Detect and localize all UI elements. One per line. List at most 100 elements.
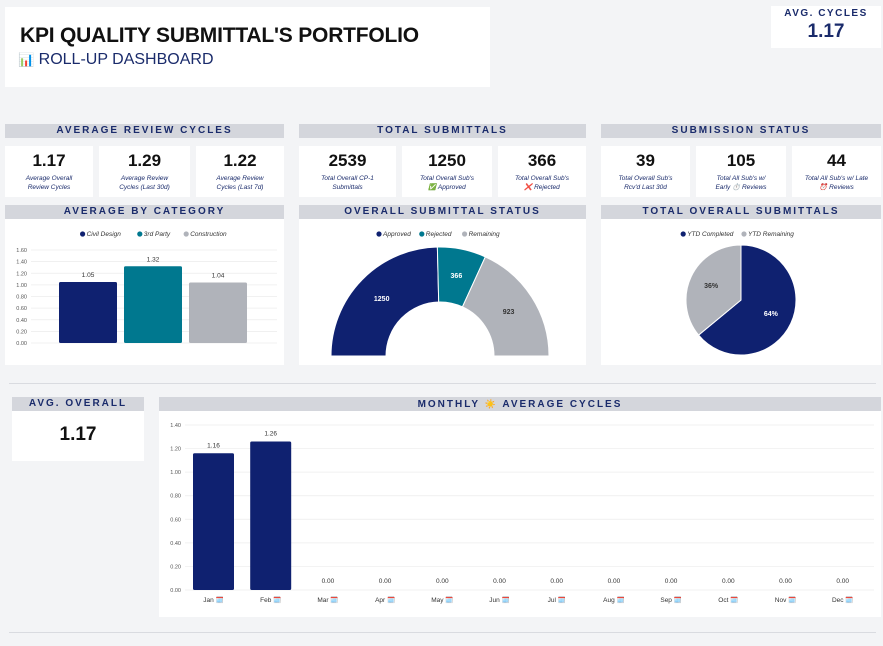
y-tick-label: 0.00 <box>16 341 27 347</box>
kpi-value: 1.17 <box>32 151 66 170</box>
y-tick-label: 1.40 <box>170 423 181 429</box>
slice-value-label: 1250 <box>374 296 390 303</box>
avg-cycles-value: 1.17 <box>807 21 845 42</box>
y-tick-label: 0.40 <box>16 318 27 324</box>
bar-value-label: 0.00 <box>722 578 735 585</box>
y-tick-label: 0.60 <box>170 517 181 523</box>
section-header-total-overall-submittals: TOTAL OVERALL SUBMITTALS <box>601 205 881 219</box>
slice-value-label: 366 <box>451 273 463 280</box>
x-tick-label: Mar 🗓️ <box>317 596 338 604</box>
y-tick-label: 1.00 <box>170 470 181 476</box>
monthly-chart: 1.40 1.20 1.00 0.80 0.60 0.40 0.20 0.00 1.16 Jan … <box>170 423 874 604</box>
legend-label: Civil Design <box>87 231 122 238</box>
bar-value-label: 1.16 <box>207 442 220 449</box>
avg-overall-value: 1.17 <box>59 424 97 445</box>
kpi-label: Total All Sub's w/Early ⏱️ Reviews <box>715 175 767 191</box>
bar-value-label: 0.00 <box>379 578 392 585</box>
y-tick-label: 1.20 <box>170 447 181 453</box>
x-tick-label: Feb 🗓️ <box>260 596 281 604</box>
legend-marker <box>376 231 382 237</box>
kpi-label: Total Overall Sub's Rcv'd Last 30d <box>618 175 673 191</box>
section-divider <box>9 383 876 384</box>
bar-value-label: 1.04 <box>212 273 225 280</box>
bar-chart-icon: 📊 <box>18 52 35 67</box>
y-tick-label: 0.60 <box>16 306 27 312</box>
kpi-label: Total Overall Sub's ❌ Rejected <box>514 175 570 191</box>
kpi-label: Average Review Cycles (Last 7d) <box>216 175 264 191</box>
sun-icon: ☀️ <box>484 399 498 409</box>
kpi-value: 366 <box>527 151 557 170</box>
y-tick-label: 1.60 <box>16 248 27 254</box>
legend-label: 3rd Party <box>144 231 171 238</box>
bar-value-label: 1.26 <box>264 431 277 438</box>
donut-slice <box>330 246 440 357</box>
slice-value-label: 64% <box>764 311 779 318</box>
page-subtitle: 📊 ROLL-UP DASHBOARD <box>18 51 214 69</box>
y-tick-label: 1.40 <box>16 260 27 266</box>
pie-slice <box>697 244 797 356</box>
kpi-card-rcvd-30d: 39 Total Overall Sub's Rcv'd Last 30d <box>601 146 690 197</box>
legend-marker <box>137 231 143 237</box>
avg-by-category-chart: Civil Design 3rd Party Construction 1.60 1.4… <box>16 231 277 347</box>
y-tick-label: 0.20 <box>170 564 181 570</box>
y-tick-label: 0.00 <box>170 588 181 594</box>
y-tick-label: 0.80 <box>170 494 181 500</box>
kpi-card-avg-overall-review: 1.17 Average Overall Review Cycles <box>5 146 93 197</box>
x-tick-label: Jul 🗓️ <box>548 596 566 604</box>
bar-value-label: 0.00 <box>493 578 506 585</box>
kpi-value: 105 <box>726 151 756 170</box>
kpi-value: 1.29 <box>127 151 162 170</box>
kpi-label: Total Overall Sub's ✅ Approved <box>419 175 475 191</box>
total-overall-chart: YTD Completed YTD Remaining 64% 36% <box>680 231 797 356</box>
kpi-label: Average Review Cycles (Last 30d) <box>119 175 170 191</box>
avg-cycles-card: AVG. CYCLES 1.17 <box>771 6 881 48</box>
section-header-overall-submittal-status: OVERALL SUBMITTAL STATUS <box>299 205 586 219</box>
kpi-value: 39 <box>636 151 655 170</box>
avg-cycles-label: AVG. CYCLES <box>784 8 868 19</box>
bar <box>250 441 292 590</box>
bar-value-label: 0.00 <box>550 578 563 585</box>
x-tick-label: Aug 🗓️ <box>603 596 624 604</box>
total-overall-chart-card: YTD Completed YTD Remaining 64% 36% <box>601 219 881 365</box>
legend-label: Construction <box>190 231 227 238</box>
y-tick-label: 0.80 <box>16 295 27 301</box>
kpi-card-early-reviews: 105 Total All Sub's w/Early ⏱️ Reviews <box>696 146 786 197</box>
bar-value-label: 0.00 <box>665 578 678 585</box>
bar <box>189 282 247 343</box>
y-tick-label: 1.00 <box>16 283 27 289</box>
legend-label: YTD Remaining <box>748 231 794 238</box>
x-tick-label: Sep 🗓️ <box>660 596 681 604</box>
bar-value-label: 0.00 <box>779 578 792 585</box>
avg-overall-card: 1.17 <box>12 411 144 461</box>
kpi-card-late-reviews: 44 Total All Sub's w/ Late ⏰ Reviews <box>792 146 881 197</box>
legend-marker <box>680 231 686 237</box>
bar-value-label: 0.00 <box>322 578 335 585</box>
section-header-total-submittals: TOTAL SUBMITTALS <box>299 124 586 138</box>
bar-value-label: 1.05 <box>82 272 95 279</box>
kpi-value: 1250 <box>428 151 466 170</box>
section-header-average-review-cycles: AVERAGE REVIEW CYCLES <box>5 124 284 138</box>
donut-slice <box>461 256 550 357</box>
section-header-avg-overall: AVG. OVERALL <box>12 397 144 411</box>
kpi-value: 2539 <box>328 151 367 170</box>
bar-value-label: 0.00 <box>836 578 849 585</box>
page-title: KPI QUALITY SUBMITTAL'S PORTFOLIO <box>20 24 419 47</box>
legend-marker <box>462 231 468 237</box>
title-card <box>5 7 490 87</box>
legend-label: YTD Completed <box>687 231 734 238</box>
bar-value-label: 1.32 <box>147 256 160 263</box>
legend-marker <box>80 231 86 237</box>
bottom-divider <box>9 632 876 633</box>
legend-label: Remaining <box>469 231 500 238</box>
section-header-submission-status: SUBMISSION STATUS <box>601 124 881 138</box>
x-tick-label: May 🗓️ <box>431 596 453 604</box>
x-tick-label: Dec 🗓️ <box>832 596 853 604</box>
kpi-card-total-cp1: 2539 Total Overall CP-1 Submittals <box>299 146 396 197</box>
x-tick-label: Apr 🗓️ <box>375 596 395 604</box>
overall-status-chart-card: Approved Rejected Remaining 1250 366 923 <box>299 219 586 365</box>
kpi-label: Total All Sub's w/ Late ⏰ Reviews <box>804 175 869 191</box>
x-tick-label: Nov 🗓️ <box>775 596 796 604</box>
bar <box>59 281 117 343</box>
kpi-value: 44 <box>827 151 846 170</box>
avg-by-category-chart-card: Civil Design 3rd Party Construction 1.60 1.4… <box>5 219 284 365</box>
